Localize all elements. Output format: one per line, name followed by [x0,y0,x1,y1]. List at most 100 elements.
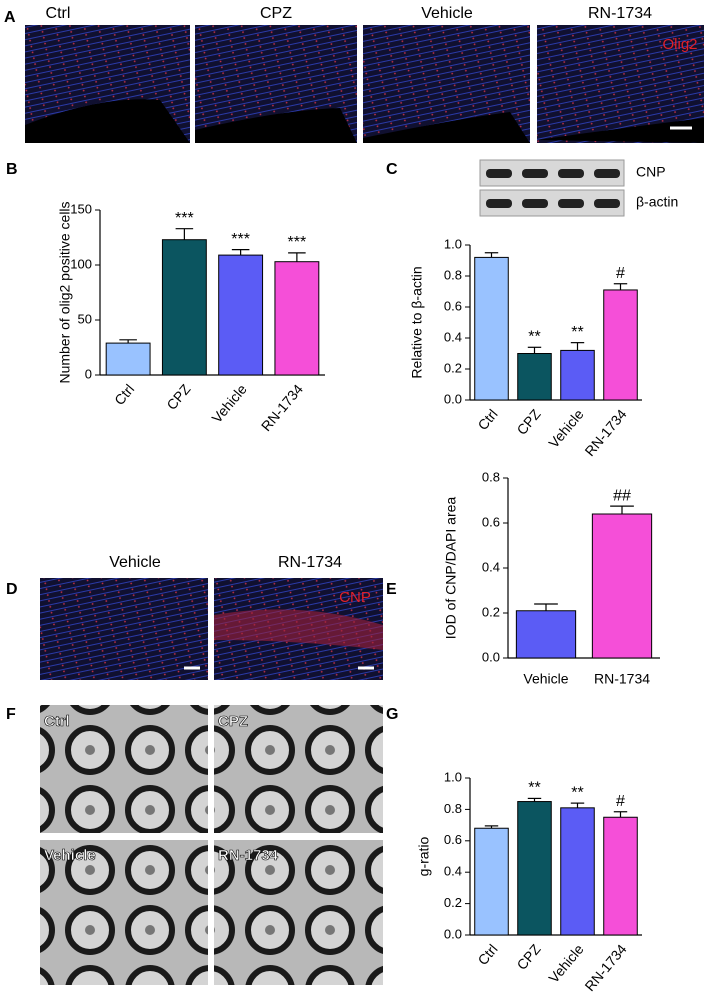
blot-band [594,199,620,208]
image-label: Vehicle [109,554,161,571]
x-tick-label: Vehicle [523,671,568,687]
micrograph [40,705,208,833]
significance: ** [528,329,540,346]
y-axis-label: Relative to β-actin [409,266,425,378]
bar [161,239,207,376]
micrograph [214,705,383,833]
y-tick-label: 0.4 [482,559,500,574]
significance: ## [613,487,631,504]
x-tick-label: Ctrl [474,941,500,968]
x-tick-label: CPZ [513,406,544,438]
y-tick-label: 0.4 [444,864,462,879]
image-label: CPZ [218,713,248,730]
x-tick-label: Vehicle [545,941,586,986]
y-tick-label: 0.8 [444,801,462,816]
x-tick-label: RN-1734 [581,941,629,994]
x-tick-label: Vehicle [545,406,586,451]
blot-band [594,169,620,178]
bar [474,256,509,401]
x-tick-label: RN-1734 [258,381,306,434]
image-label: RN-1734 [588,5,652,22]
y-tick-label: 100 [70,256,92,271]
image-label: RN-1734 [278,554,342,571]
y-tick-label: 0.2 [444,360,462,375]
x-tick-label: RN-1734 [581,406,629,459]
bar [218,254,264,376]
image-label: RN-1734 [218,847,279,864]
bar [603,289,638,401]
significance: *** [175,210,194,227]
panel-letter: F [6,706,16,723]
panel-letter: E [386,581,397,598]
bar [515,610,577,659]
y-tick-label: 0.8 [444,267,462,282]
blot-band [522,199,548,208]
y-tick-label: 0.4 [444,329,462,344]
significance: ** [528,780,540,797]
y-tick-label: 0.0 [482,649,500,664]
y-tick-label: 50 [78,311,92,326]
ventricle [195,108,357,143]
micrograph [40,840,208,985]
y-tick-label: 1.0 [444,769,462,784]
bar [474,827,509,936]
bar [274,261,320,376]
significance: *** [231,231,250,248]
blot-band [558,199,584,208]
image-label: Ctrl [46,5,71,22]
bar [517,353,552,401]
y-tick-label: 0.6 [482,514,500,529]
x-tick-label: Ctrl [474,406,500,433]
significance: # [616,265,625,282]
blot-band [486,199,512,208]
y-tick-label: 0.6 [444,832,462,847]
y-axis-label: Number of olig2 positive cells [57,201,73,383]
y-tick-label: 0.2 [444,895,462,910]
significance: # [616,793,625,810]
blot-label: β-actin [636,194,678,210]
y-tick-label: 0.8 [482,469,500,484]
image-label: Vehicle [44,847,96,864]
y-tick-label: 150 [70,201,92,216]
image-label: Ctrl [44,713,70,730]
panel-letter: A [4,9,16,26]
panel-letter: D [6,581,18,598]
image-label: CPZ [260,5,292,22]
significance: *** [288,234,307,251]
x-tick-label: Ctrl [111,381,137,408]
bar [517,801,552,936]
stain-label: Olig2 [662,36,697,53]
bar [105,342,151,376]
significance: ** [571,324,583,341]
blot-band [522,169,548,178]
micrograph [214,840,383,985]
y-tick-label: 1.0 [444,236,462,251]
micrograph [40,578,208,680]
y-tick-label: 0.0 [444,391,462,406]
y-axis-label: g-ratio [416,836,432,876]
bar [560,349,595,401]
blot-label: CNP [636,164,666,180]
significance: ** [571,784,583,801]
panel-letter: C [386,161,398,178]
bar [560,807,595,936]
image-label: Vehicle [421,5,473,22]
ventricle [537,118,704,143]
x-tick-label: RN-1734 [594,671,650,687]
bar [603,816,638,936]
y-tick-label: 0.0 [444,926,462,941]
ventricle [25,99,190,143]
panel-letter: G [386,706,398,723]
ventricle [363,112,530,143]
x-tick-label: CPZ [163,381,194,413]
blot-band [558,169,584,178]
x-tick-label: CPZ [513,941,544,973]
y-tick-label: 0.2 [482,604,500,619]
bar [591,513,653,659]
y-tick-label: 0 [85,366,92,381]
panel-letter: B [6,161,18,178]
y-axis-label: IOD of CNP/DAPI area [443,497,459,640]
y-tick-label: 0.6 [444,298,462,313]
x-tick-label: Vehicle [208,381,249,426]
